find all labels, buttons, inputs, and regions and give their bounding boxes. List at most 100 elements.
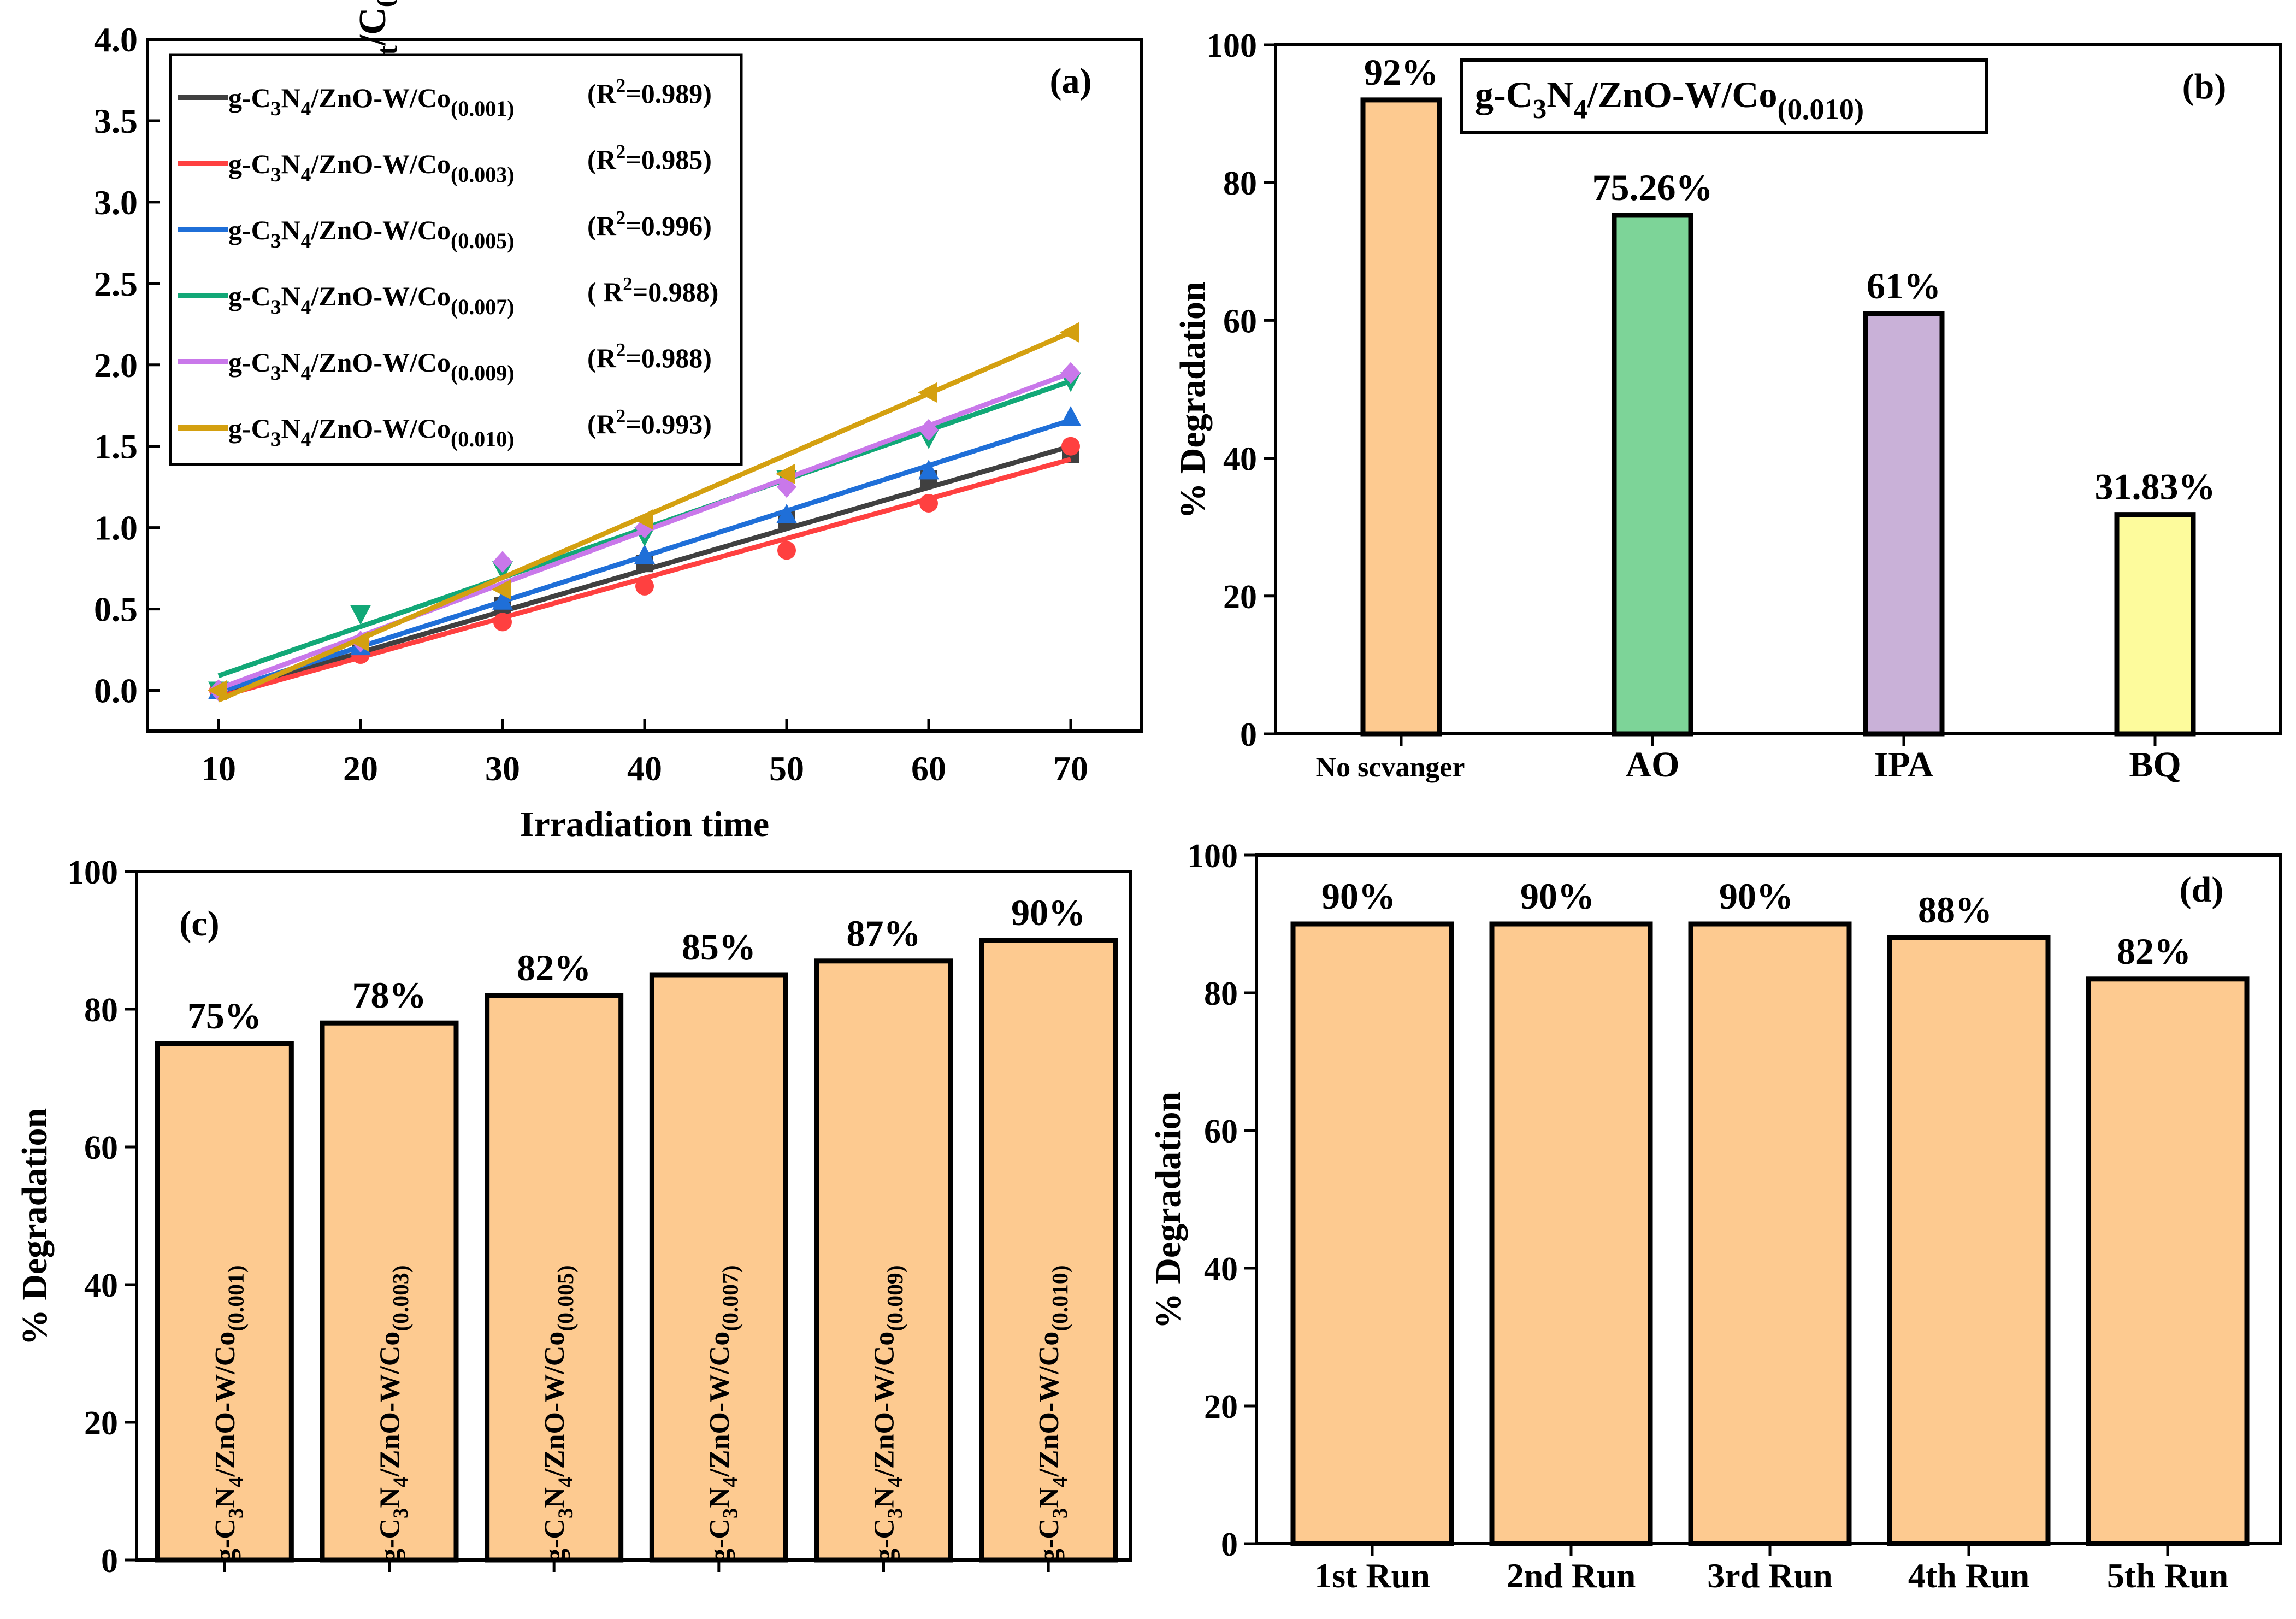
y-tick-label: 1.0 [94, 509, 138, 547]
legend-r2: (R2=0.996) [587, 207, 712, 241]
legend-label: g-C3N4/ZnO-W/Co(0.005) [228, 215, 515, 253]
data-label: 75.26% [1592, 167, 1713, 208]
panel-b: 0 20 40 60 80 100 92% No scvanger 75.26% AO 61% IPA… [1173, 27, 2282, 785]
data-point [1060, 406, 1081, 426]
data-label: 75% [187, 995, 262, 1037]
y-tick-label: 1.5 [94, 427, 138, 466]
category-label: g-C3N4/ZnO-W/Co(0.009) [869, 1265, 908, 1563]
legend-label: g-C3N4/ZnO-W/Co(0.003) [228, 149, 515, 187]
data-label: 92% [1364, 51, 1438, 93]
panel-a: 0.0 0.5 1.0 1.5 2.0 2.5 3.0 3.5 4.0 10 20 30 40 50 60 7… [94, 0, 1143, 844]
panel-label: (a) [1050, 61, 1092, 101]
legend-r2: (R2=0.989) [587, 75, 712, 109]
y-tick-label: 0.0 [94, 672, 138, 710]
x-axis-label: Irradiation time [520, 804, 769, 844]
x-tick-label: 20 [343, 749, 378, 788]
category-label: 3rd Run [1707, 1556, 1832, 1595]
bar [1360, 97, 1442, 737]
y-tick-label: 60 [1204, 1113, 1238, 1150]
plot-frame [135, 870, 1132, 1562]
data-label: 90% [1011, 892, 1085, 933]
data-label: 31.83% [2095, 466, 2216, 508]
panel-c: 0 20 40 60 80 100 75% g-C3N4/ZnO-W/Co(0.001) 78%… [15, 854, 1132, 1580]
y-tick-label: 2.0 [94, 346, 138, 385]
legend-r2: (R2=0.993) [587, 405, 712, 439]
bar [1688, 921, 1852, 1546]
data-point [492, 590, 513, 610]
bar [2086, 976, 2250, 1546]
category-label: 5th Run [2107, 1556, 2228, 1595]
legend-label: g-C3N4/ZnO-W/Co(0.009) [228, 347, 515, 385]
data-point [1060, 322, 1079, 343]
y-tick-label: 80 [1204, 975, 1238, 1012]
data-label: 82% [517, 947, 591, 988]
y-tick-label: 20 [1204, 1388, 1238, 1426]
data-point [492, 579, 511, 600]
bar [979, 938, 1118, 1563]
y-tick-label: 0 [101, 1543, 118, 1580]
data-point [634, 509, 653, 530]
data-label: 90% [1520, 875, 1595, 917]
y-tick-label: 20 [84, 1405, 118, 1442]
data-point [208, 680, 227, 701]
bar [814, 958, 953, 1563]
panel-label: (d) [2180, 870, 2224, 910]
legend-r2: ( R2=0.988) [587, 273, 718, 307]
data-point [493, 613, 512, 632]
legend-label: g-C3N4/ZnO-W/Co(0.010) [228, 413, 515, 451]
data-point [919, 419, 939, 441]
chart-title: g-C3N4/ZnO-W/Co(0.010) [1475, 74, 1864, 126]
data-point [1061, 362, 1081, 384]
panel-label: (c) [179, 904, 219, 944]
data-label: 82% [2117, 931, 2191, 972]
y-axis-label: % Degradation [1173, 281, 1213, 519]
bar [1290, 921, 1454, 1546]
y-tick-label: 80 [84, 992, 118, 1029]
data-label: 90% [1719, 875, 1793, 917]
y-tick-label: 3.5 [94, 102, 138, 140]
y-axis-label: % Degradation [1148, 1092, 1188, 1329]
bar [320, 1020, 459, 1563]
category-label: g-C3N4/ZnO-W/Co(0.001) [210, 1265, 249, 1563]
y-tick-label: 100 [67, 854, 118, 891]
x-tick-label: 40 [627, 749, 662, 788]
data-point [918, 460, 939, 480]
y-tick-label: 4.0 [94, 20, 138, 59]
data-point [918, 382, 937, 403]
title-box [1460, 58, 1988, 134]
category-label: g-C3N4/ZnO-W/Co(0.003) [375, 1265, 414, 1563]
category-label: BQ [2129, 745, 2181, 785]
x-tick-label: 60 [911, 749, 946, 788]
plot-frame [1274, 43, 2282, 735]
panel-label: (b) [2182, 67, 2227, 107]
data-label: 85% [682, 926, 756, 968]
panel-d: 0 20 40 60 80 100 90% 1st Run 90% 2nd Run 90% 3rd R… [1148, 838, 2282, 1595]
legend-box [169, 53, 743, 466]
category-label: 1st Run [1314, 1556, 1430, 1595]
x-tick-label: 10 [201, 749, 236, 788]
data-label: 87% [847, 912, 921, 954]
bar [155, 1041, 294, 1563]
y-tick-label: 60 [1223, 303, 1257, 340]
series [208, 322, 1079, 703]
y-tick-label: 0.5 [94, 590, 138, 629]
data-point [776, 463, 795, 485]
y-tick-label: 3.0 [94, 183, 138, 222]
category-label: AO [1626, 745, 1680, 785]
y-tick-label: 100 [1187, 838, 1238, 875]
data-point [1061, 437, 1080, 456]
y-axis-label: % Degradation [15, 1108, 55, 1345]
y-tick-label: 100 [1206, 27, 1257, 64]
category-label: No scvanger [1316, 752, 1465, 783]
x-tick-label: 50 [769, 749, 804, 788]
data-point [493, 551, 512, 573]
y-tick-label: 60 [84, 1129, 118, 1167]
bar [485, 993, 624, 1563]
category-label: g-C3N4/ZnO-W/Co(0.010) [1034, 1265, 1073, 1563]
data-label: 78% [352, 974, 427, 1016]
y-tick-label: 40 [84, 1267, 118, 1304]
data-point [635, 576, 654, 596]
data-point [919, 493, 938, 513]
category-label: IPA [1874, 745, 1934, 785]
